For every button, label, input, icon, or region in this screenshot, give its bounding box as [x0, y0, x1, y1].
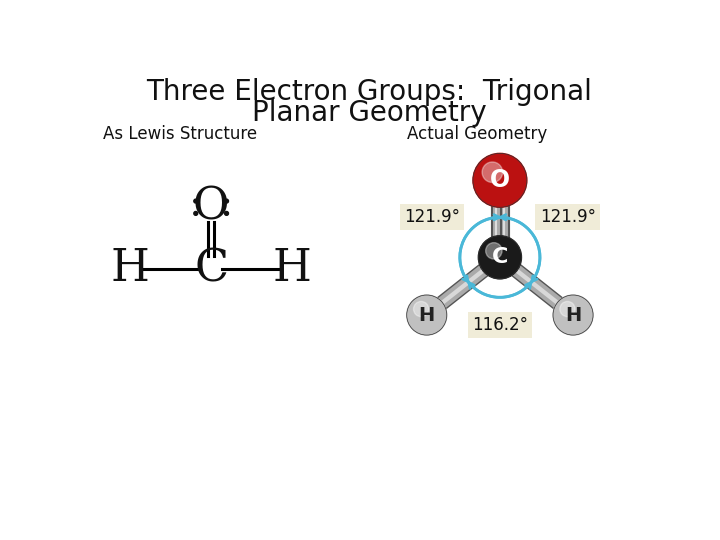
Text: As Lewis Structure: As Lewis Structure	[103, 125, 258, 143]
Text: O: O	[193, 186, 230, 229]
Text: 116.2°: 116.2°	[472, 316, 528, 334]
Circle shape	[482, 162, 503, 183]
Circle shape	[194, 212, 198, 215]
Circle shape	[225, 212, 228, 215]
Text: H: H	[111, 247, 150, 291]
Circle shape	[413, 301, 428, 316]
Circle shape	[560, 301, 575, 316]
Text: H: H	[565, 306, 581, 325]
Text: O: O	[490, 168, 510, 192]
Text: 121.9°: 121.9°	[540, 208, 595, 226]
Circle shape	[473, 153, 527, 207]
Text: H: H	[418, 306, 435, 325]
Circle shape	[553, 295, 593, 335]
Text: C: C	[492, 247, 508, 267]
Text: Three Electron Groups:  Trigonal: Three Electron Groups: Trigonal	[146, 78, 592, 106]
Text: 121.9°: 121.9°	[404, 208, 460, 226]
Circle shape	[478, 236, 521, 279]
Text: Planar Geometry: Planar Geometry	[252, 98, 486, 126]
Circle shape	[486, 242, 502, 259]
Text: H: H	[273, 247, 312, 291]
Text: C: C	[194, 247, 228, 291]
Circle shape	[194, 199, 198, 203]
Circle shape	[407, 295, 447, 335]
Text: Actual Geometry: Actual Geometry	[407, 125, 547, 143]
Circle shape	[225, 199, 228, 203]
